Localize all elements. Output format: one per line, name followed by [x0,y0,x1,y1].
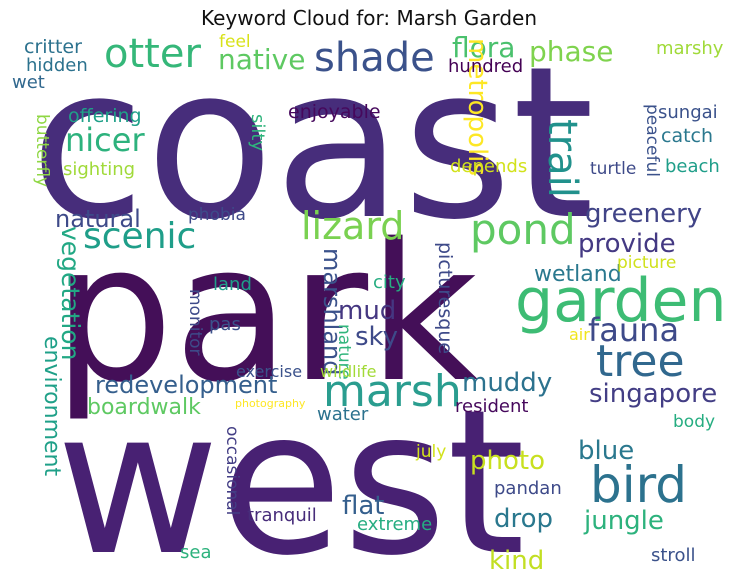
word-picturesque: picturesque [434,242,456,355]
word-beach: beach [665,156,720,177]
word-kind: kind [489,546,545,576]
word-environment: environment [39,336,64,477]
word-phase: phase [529,35,614,68]
word-land: land [213,274,252,295]
word-lizard: lizard [301,204,405,248]
word-critter: critter [24,36,82,58]
word-silty: silty [247,114,268,152]
word-monitor: monitor [185,289,205,356]
word-tree: tree [596,336,685,387]
word-extreme: extreme [357,514,433,535]
word-catch: catch [661,125,714,147]
word-muddy: muddy [462,368,553,398]
word-flat: flat [342,491,385,521]
word-phobia: phobia [188,205,246,225]
word-resident: resident [455,396,529,417]
word-redevelopment: redevelopment [95,371,278,399]
word-air: air [569,325,590,344]
word-flora: flora [452,34,516,64]
word-mud: mud [338,296,397,326]
word-pas: pas [209,314,241,335]
word-sungai: sungai [658,102,718,123]
word-native: native [218,43,306,76]
word-tranquil: tranquil [247,505,317,526]
word-provide: provide [578,229,676,259]
word-pandan: pandan [494,478,562,499]
word-blue: blue [578,436,635,466]
word-pond: pond [470,205,576,254]
word-july: july [416,442,447,462]
word-marshy: marshy [656,38,724,59]
word-picture: picture [617,253,677,273]
word-city: city [373,272,406,293]
word-sea: sea [180,542,212,563]
word-otter: otter [104,34,201,77]
word-peaceful: peaceful [642,104,662,177]
word-wet: wet [12,72,45,93]
word-cloud: coast park west garden pond tree marsh bird otte… [8,34,730,579]
word-greenery: greenery [585,199,703,229]
word-garden: garden [515,266,727,336]
word-hundred: hundred [448,56,524,77]
word-wetland: wetland [534,262,622,287]
word-photo: photo [470,446,545,476]
word-sky: sky [355,322,399,352]
word-body: body [673,412,716,432]
word-shade: shade [314,35,435,81]
page-title: Keyword Cloud for: Marsh Garden [201,6,537,30]
word-jungle: jungle [584,506,664,536]
word-butterfly: butterfly [32,114,52,188]
word-water: water [317,404,369,425]
word-marsh: marsh [323,366,462,417]
word-enjoyable: enjoyable [288,101,381,123]
word-stroll: stroll [651,545,696,566]
word-fauna: fauna [588,311,680,349]
word-sighting: sighting [63,159,136,180]
word-wildlife: wildlife [320,362,377,381]
word-bird: bird [590,456,688,514]
word-boardwalk: boardwalk [87,395,201,420]
word-feel: feel [219,34,251,52]
word-scenic: scenic [83,216,197,257]
word-natural: natural [55,205,141,233]
word-west: west [56,367,526,580]
word-photography: photography [235,397,306,410]
word-exercise: exercise [236,362,303,381]
word-occasional: occasional [222,426,242,516]
word-depends: depends [450,156,528,177]
word-turtle: turtle [590,159,637,179]
word-drop: drop [494,504,554,534]
word-park: park [53,203,479,424]
word-singapore: singapore [589,379,718,409]
word-hidden: hidden [26,55,88,76]
word-nicer: nicer [65,121,145,159]
word-offering: offering [68,105,142,127]
word-trail: trail [539,119,585,198]
word-coast: coast [30,34,595,266]
